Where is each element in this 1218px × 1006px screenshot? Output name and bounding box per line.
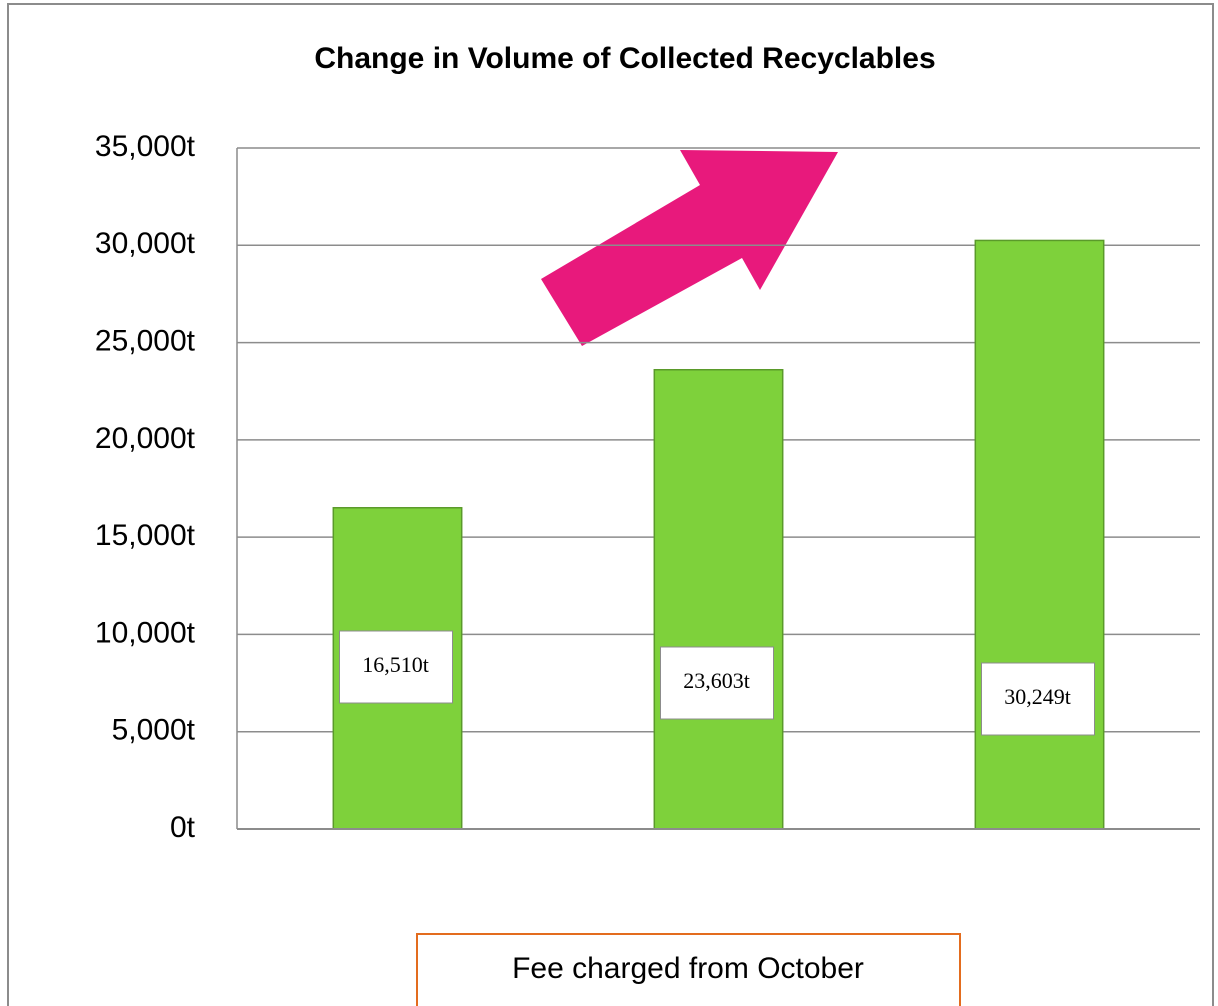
- bar: [974, 239, 1105, 830]
- y-tick-label: 30,000t: [95, 227, 196, 260]
- value-label: 30,249t: [1004, 684, 1071, 709]
- value-label-box: [339, 630, 453, 704]
- y-tick-label: 10,000t: [95, 616, 196, 649]
- value-label: 16,510t: [362, 652, 429, 677]
- y-tick-label: 0t: [170, 811, 196, 844]
- y-tick-label: 15,000t: [95, 519, 196, 552]
- y-tick-label: 20,000t: [95, 422, 196, 455]
- y-tick-label: 35,000t: [95, 130, 196, 163]
- value-label-box: [981, 662, 1095, 736]
- annotation: Fee charged from October: [512, 952, 864, 985]
- chart-title: Change in Volume of Collected Recyclable…: [314, 42, 935, 75]
- y-tick-label: 5,000t: [112, 714, 196, 747]
- bar: [653, 369, 784, 830]
- y-tick-label: 25,000t: [95, 324, 196, 357]
- trend-arrow: [541, 150, 838, 346]
- annotation-box: [416, 933, 961, 1006]
- value-label: 23,603t: [683, 668, 750, 693]
- value-label-box: [660, 646, 774, 720]
